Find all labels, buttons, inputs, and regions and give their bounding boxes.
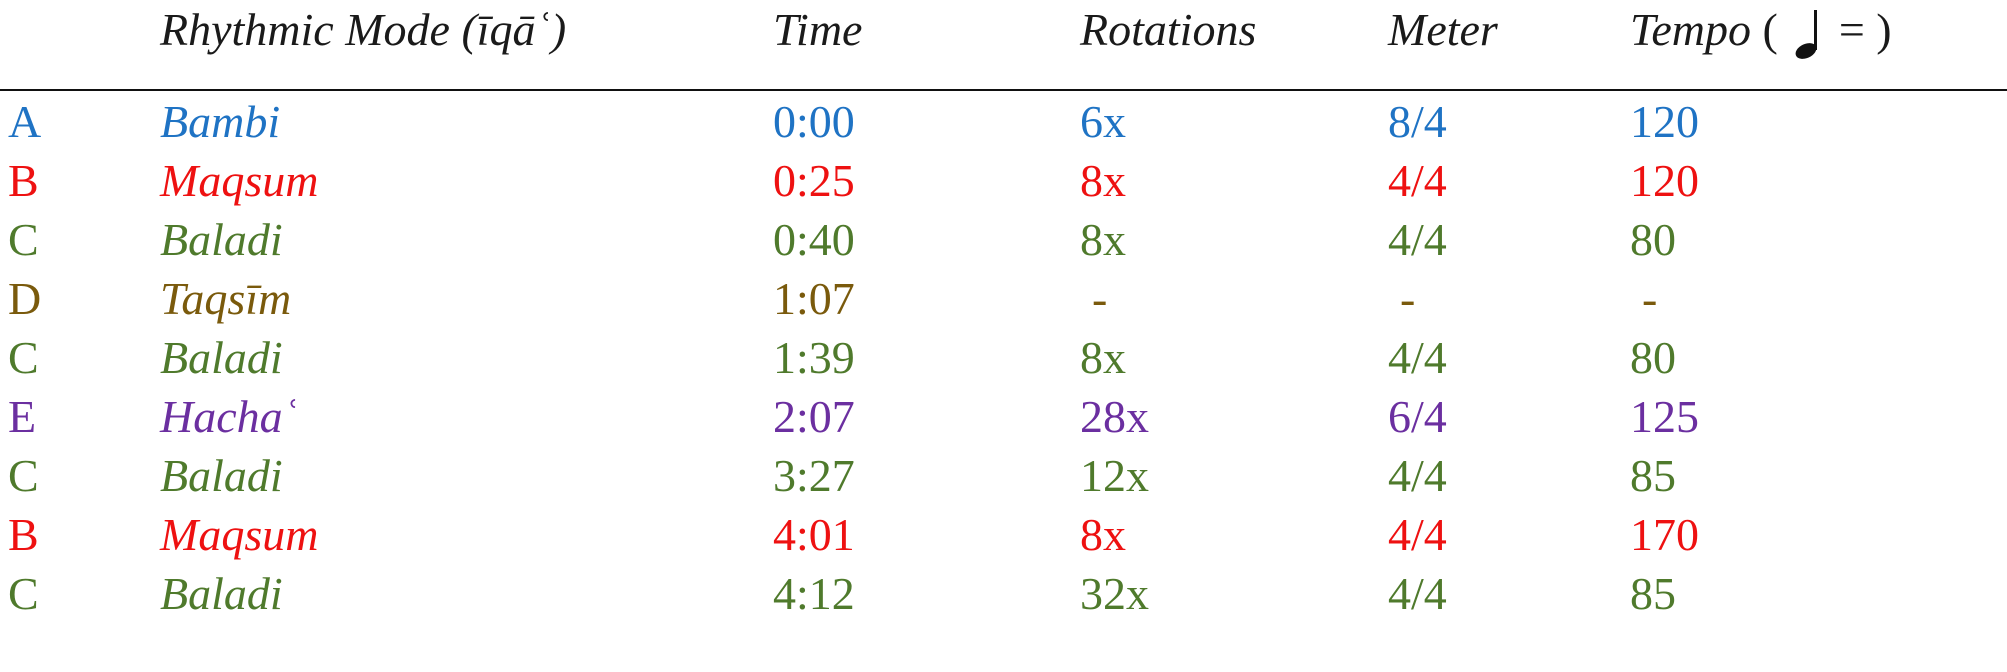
rhythmic-mode-cell: Baladi <box>160 450 283 501</box>
time-cell: 0:40 <box>773 214 855 265</box>
rhythmic-mode-cell: Baladi <box>160 214 283 265</box>
rotations-cell: 6x <box>1080 96 1126 147</box>
section-label: C <box>8 450 39 501</box>
tempo-cell: 80 <box>1630 332 1676 383</box>
table-header: Rhythmic Mode (īqāʿ) Time Rotations Mete… <box>0 0 2007 91</box>
time-cell: 3:27 <box>773 450 855 501</box>
meter-cell: 4/4 <box>1388 568 1447 619</box>
rotations-cell: 32x <box>1080 568 1149 619</box>
tempo-cell: - <box>1642 273 1658 324</box>
table-row: D Taqsīm 1:07 - - - <box>0 269 2007 328</box>
tempo-cell: 120 <box>1630 155 1699 206</box>
rhythmic-mode-cell: Maqsum <box>160 155 319 206</box>
table-row: C Baladi 0:40 8x 4/4 80 <box>0 210 2007 269</box>
table-row: C Baladi 4:12 32x 4/4 85 <box>0 564 2007 623</box>
tempo-cell: 125 <box>1630 391 1699 442</box>
meter-cell: 6/4 <box>1388 391 1447 442</box>
section-label: C <box>8 214 39 265</box>
header-time: Time <box>773 4 863 55</box>
rotations-cell: - <box>1092 273 1108 324</box>
table-row: C Baladi 3:27 12x 4/4 85 <box>0 446 2007 505</box>
meter-cell: 4/4 <box>1388 214 1447 265</box>
table-row: B Maqsum 0:25 8x 4/4 120 <box>0 151 2007 210</box>
time-cell: 1:07 <box>773 273 855 324</box>
time-cell: 2:07 <box>773 391 855 442</box>
header-rotations: Rotations <box>1080 4 1257 55</box>
tempo-cell: 120 <box>1630 96 1699 147</box>
table-row: B Maqsum 4:01 8x 4/4 170 <box>0 505 2007 564</box>
header-tempo-equals: = ) <box>1838 4 1892 55</box>
meter-cell: 4/4 <box>1388 450 1447 501</box>
rhythmic-mode-cell: Hachaʿ <box>160 391 298 442</box>
section-label: D <box>8 273 42 324</box>
header-tempo-label: Tempo <box>1630 4 1751 55</box>
tempo-cell: 170 <box>1630 509 1699 560</box>
time-cell: 4:01 <box>773 509 855 560</box>
header-divider <box>0 89 2007 91</box>
rotations-cell: 12x <box>1080 450 1149 501</box>
tempo-cell: 80 <box>1630 214 1676 265</box>
meter-cell: 4/4 <box>1388 332 1447 383</box>
table-row: E Hachaʿ 2:07 28x 6/4 125 <box>0 387 2007 446</box>
rotations-cell: 8x <box>1080 509 1126 560</box>
meter-cell: 4/4 <box>1388 155 1447 206</box>
meter-cell: - <box>1400 273 1416 324</box>
time-cell: 0:00 <box>773 96 855 147</box>
header-rhythmic-mode: Rhythmic Mode (īqāʿ) <box>160 4 567 55</box>
table-row: A Bambi 0:00 6x 8/4 120 <box>0 92 2007 151</box>
tempo-cell: 85 <box>1630 568 1676 619</box>
meter-cell: 4/4 <box>1388 509 1447 560</box>
section-label: B <box>8 155 39 206</box>
section-label: C <box>8 332 39 383</box>
rhythmic-mode-cell: Maqsum <box>160 509 319 560</box>
time-cell: 1:39 <box>773 332 855 383</box>
section-label: C <box>8 568 39 619</box>
time-cell: 0:25 <box>773 155 855 206</box>
time-cell: 4:12 <box>773 568 855 619</box>
rhythmic-mode-cell: Baladi <box>160 568 283 619</box>
header-meter: Meter <box>1388 4 1498 55</box>
rotations-cell: 8x <box>1080 332 1126 383</box>
header-tempo-open: ( <box>1762 4 1778 55</box>
meter-cell: 8/4 <box>1388 96 1447 147</box>
tempo-cell: 85 <box>1630 450 1676 501</box>
rotations-cell: 8x <box>1080 214 1126 265</box>
rhythmic-mode-cell: Bambi <box>160 96 281 147</box>
section-label: B <box>8 509 39 560</box>
table-body: A Bambi 0:00 6x 8/4 120 B Maqsum 0:25 8x 4/4 120 C Ba… <box>0 92 2007 623</box>
rotations-cell: 8x <box>1080 155 1126 206</box>
section-label: A <box>8 96 42 147</box>
table-row: C Baladi 1:39 8x 4/4 80 <box>0 328 2007 387</box>
header-tempo: Tempo ( = ) <box>1630 4 1892 59</box>
section-label: E <box>8 391 37 442</box>
rhythmic-mode-cell: Taqsīm <box>160 273 292 324</box>
rhythmic-mode-cell: Baladi <box>160 332 283 383</box>
rotations-cell: 28x <box>1080 391 1149 442</box>
quarter-note-icon <box>1793 4 1823 59</box>
